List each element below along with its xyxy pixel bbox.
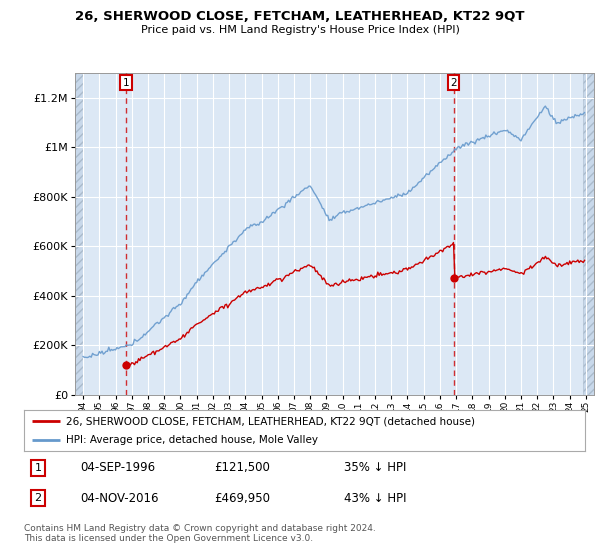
Bar xyxy=(75,73,83,395)
Text: 43% ↓ HPI: 43% ↓ HPI xyxy=(344,492,406,505)
Text: 26, SHERWOOD CLOSE, FETCHAM, LEATHERHEAD, KT22 9QT (detached house): 26, SHERWOOD CLOSE, FETCHAM, LEATHERHEAD… xyxy=(66,417,475,426)
Text: 35% ↓ HPI: 35% ↓ HPI xyxy=(344,461,406,474)
Text: £469,950: £469,950 xyxy=(215,492,271,505)
Text: £121,500: £121,500 xyxy=(215,461,271,474)
Text: 26, SHERWOOD CLOSE, FETCHAM, LEATHERHEAD, KT22 9QT: 26, SHERWOOD CLOSE, FETCHAM, LEATHERHEAD… xyxy=(75,10,525,23)
Text: 2: 2 xyxy=(450,78,457,87)
Text: Contains HM Land Registry data © Crown copyright and database right 2024.
This d: Contains HM Land Registry data © Crown c… xyxy=(24,524,376,543)
Text: 2: 2 xyxy=(34,493,41,503)
Text: HPI: Average price, detached house, Mole Valley: HPI: Average price, detached house, Mole… xyxy=(66,435,318,445)
Text: 04-SEP-1996: 04-SEP-1996 xyxy=(80,461,155,474)
Text: Price paid vs. HM Land Registry's House Price Index (HPI): Price paid vs. HM Land Registry's House … xyxy=(140,25,460,35)
Text: 1: 1 xyxy=(123,78,130,87)
Text: 1: 1 xyxy=(35,463,41,473)
Text: 04-NOV-2016: 04-NOV-2016 xyxy=(80,492,158,505)
Bar xyxy=(583,73,594,395)
